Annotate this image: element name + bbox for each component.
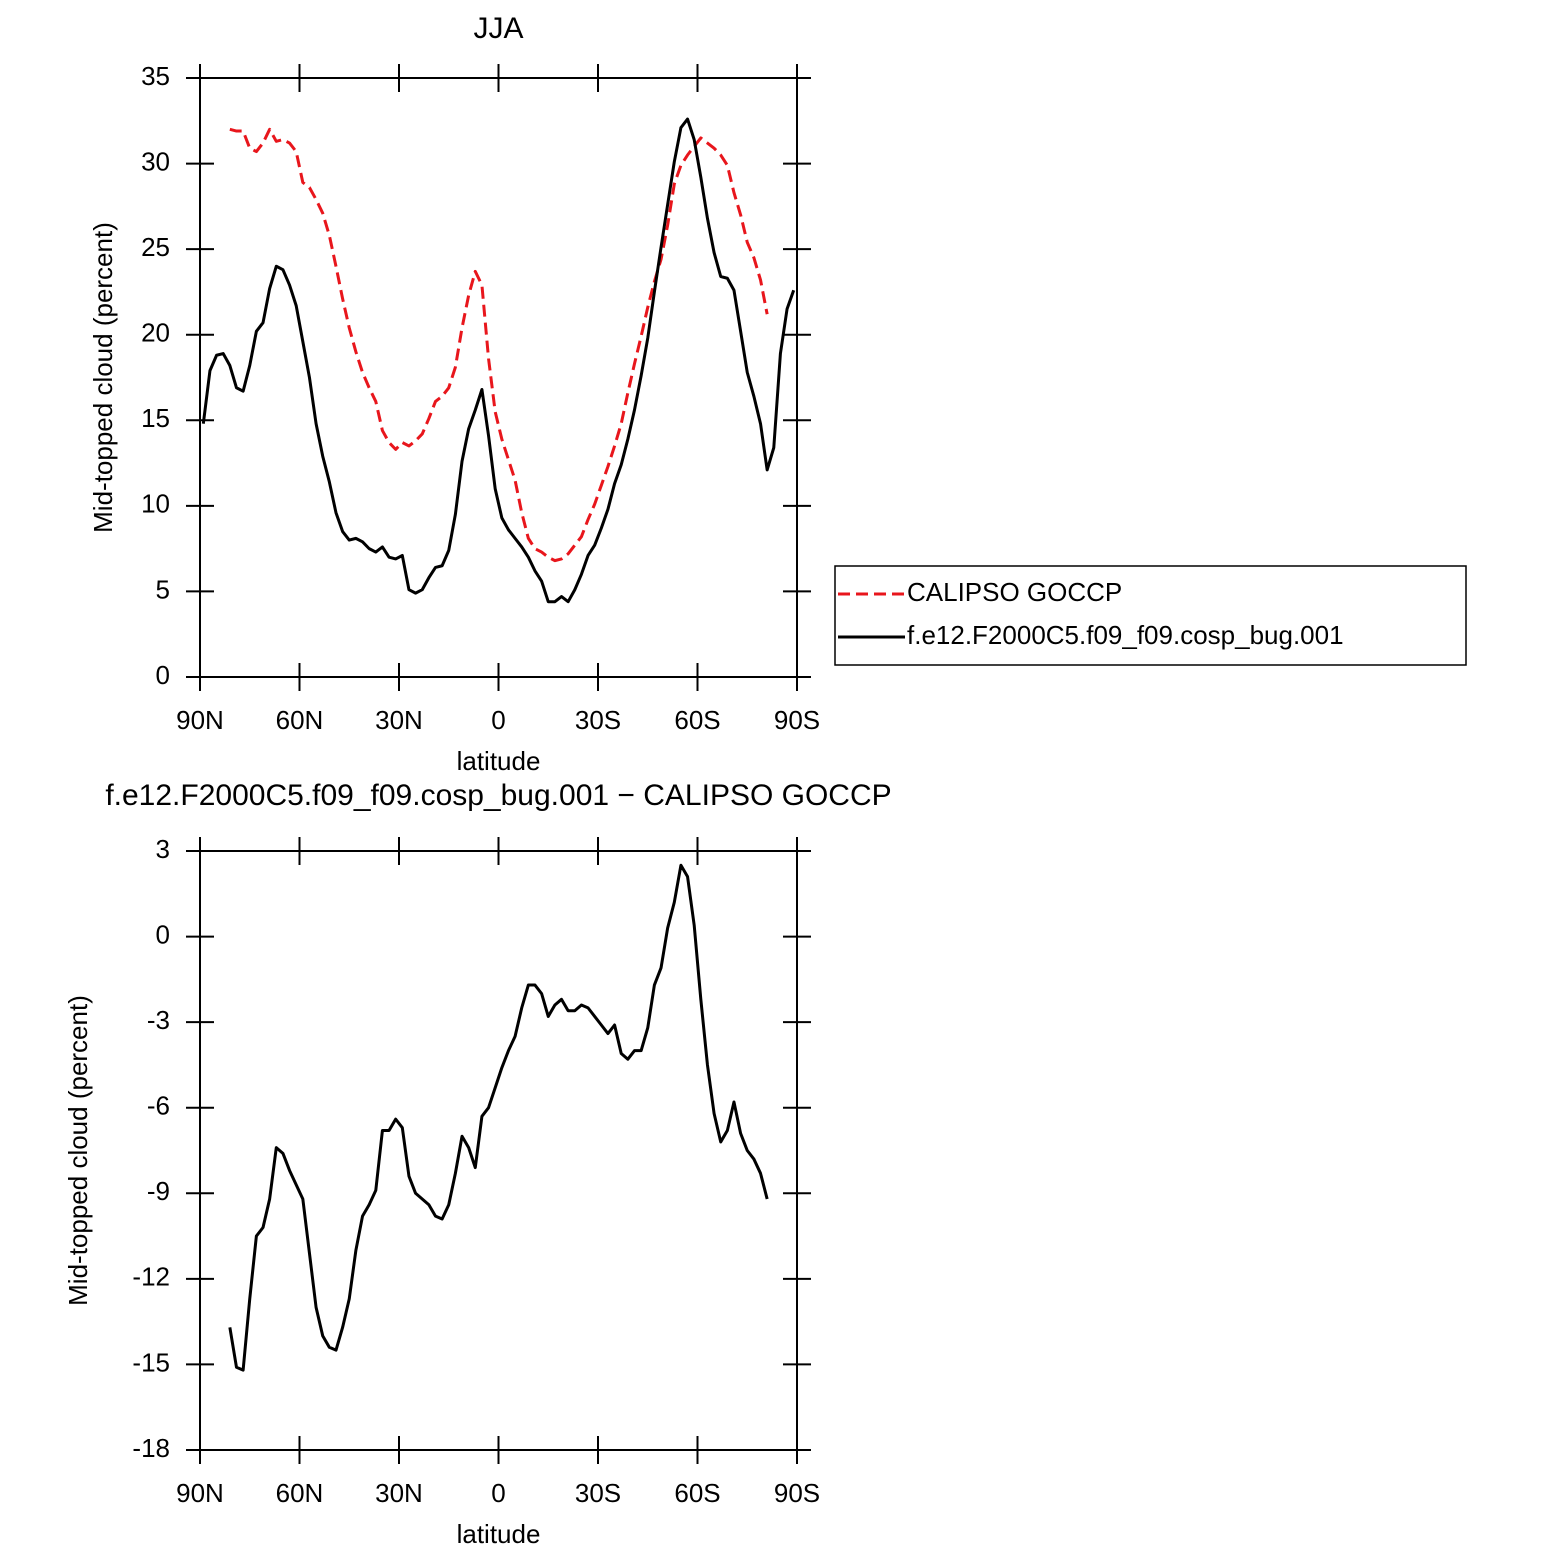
x-tick-label: 0: [491, 705, 505, 735]
y-tick-label: -12: [132, 1262, 170, 1292]
y-tick-label: 25: [141, 232, 170, 262]
x-tick-label: 90S: [774, 705, 820, 735]
y-tick-label: -6: [147, 1091, 170, 1121]
x-tick-label: 90S: [774, 1478, 820, 1508]
y-tick-label: 0: [156, 660, 170, 690]
plot: f.e12.F2000C5.f09_f09.cosp_bug.001 − CAL…: [63, 779, 892, 1549]
x-tick-label: 90N: [176, 1478, 224, 1508]
y-axis-label: Mid-topped cloud (percent): [63, 995, 93, 1306]
y-tick-label: 10: [141, 489, 170, 519]
y-tick-label: 15: [141, 403, 170, 433]
legend-label: CALIPSO GOCCP: [907, 577, 1122, 607]
y-tick-label: 35: [141, 61, 170, 91]
x-tick-label: 60N: [276, 1478, 324, 1508]
y-tick-label: 20: [141, 318, 170, 348]
plot-frame: [199, 850, 798, 1451]
x-tick-label: 60S: [674, 1478, 720, 1508]
legend-label: f.e12.F2000C5.f09_f09.cosp_bug.001: [907, 620, 1344, 650]
x-tick-label: 0: [491, 1478, 505, 1508]
data-line: [229, 127, 769, 563]
chart-title: JJA: [473, 12, 523, 45]
y-tick-label: 30: [141, 146, 170, 176]
y-tick-label: -3: [147, 1005, 170, 1035]
y-tick-label: -9: [147, 1176, 170, 1206]
x-tick-label: 30S: [575, 705, 621, 735]
x-tick-label: 90N: [176, 705, 224, 735]
legend-box: [834, 565, 1467, 666]
y-tick-label: 5: [156, 574, 170, 604]
x-axis-label: latitude: [457, 1519, 541, 1549]
chart-title: f.e12.F2000C5.f09_f09.cosp_bug.001 − CAL…: [105, 779, 891, 812]
x-tick-label: 30S: [575, 1478, 621, 1508]
y-tick-label: 3: [156, 834, 170, 864]
plot-frame: [199, 77, 798, 678]
x-tick-label: 60S: [674, 705, 720, 735]
data-line: [228, 863, 769, 1372]
x-tick-label: 60N: [276, 705, 324, 735]
data-line: [201, 117, 796, 604]
y-tick-label: -18: [132, 1433, 170, 1463]
x-tick-label: 30N: [375, 1478, 423, 1508]
y-axis-label: Mid-topped cloud (percent): [88, 222, 118, 533]
x-axis-label: latitude: [457, 746, 541, 776]
y-tick-label: 0: [156, 919, 170, 949]
y-tick-label: -15: [132, 1347, 170, 1377]
plot: JJA 0 5 10 15 20 25 30 35 90N 60N 30N 0 30S 60S 90S lati…: [88, 12, 1467, 776]
x-tick-label: 30N: [375, 705, 423, 735]
